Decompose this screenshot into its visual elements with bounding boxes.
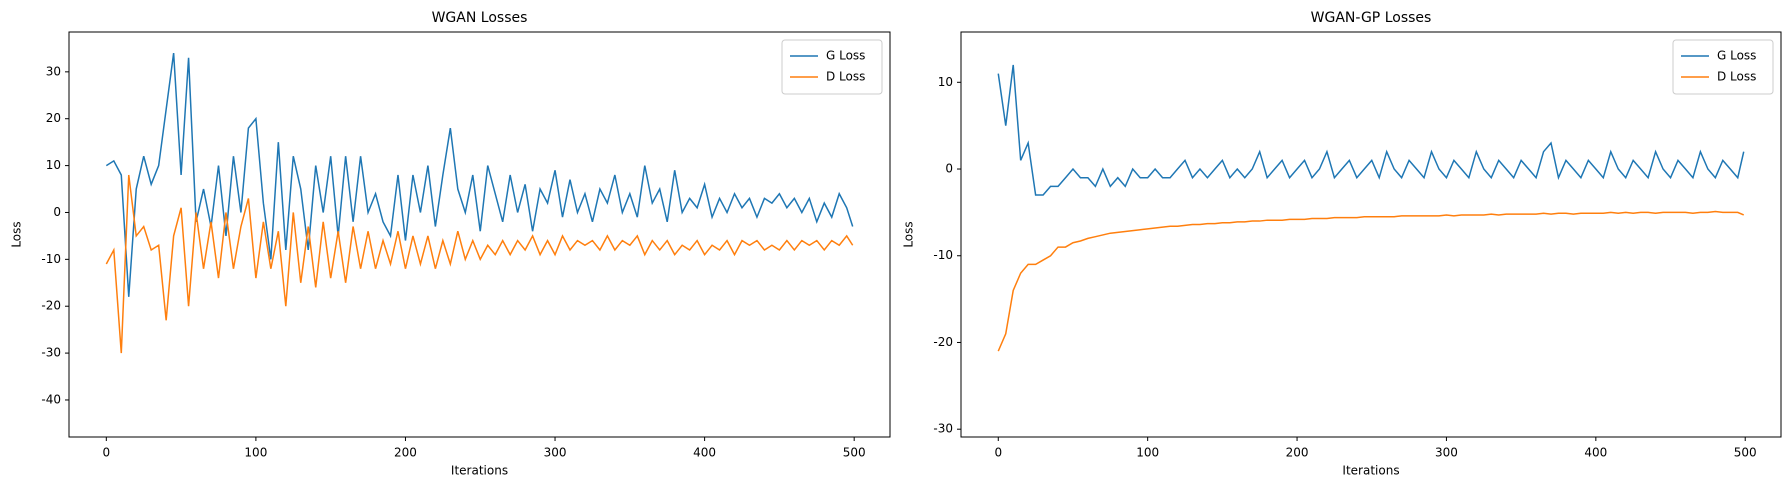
y-tick-label: -20 — [41, 299, 61, 313]
x-axis-label: Iterations — [1342, 464, 1399, 478]
legend-label: G Loss — [826, 49, 865, 63]
y-tick-label: 0 — [945, 162, 953, 176]
y-tick-label: 30 — [46, 64, 61, 78]
loss-line — [105, 174, 854, 354]
y-tick-label: 10 — [938, 75, 953, 89]
y-tick-label: -40 — [41, 392, 61, 406]
y-axis-label: Loss — [902, 221, 916, 247]
x-tick-label: 100 — [1136, 446, 1159, 460]
legend-label: D Loss — [1717, 70, 1756, 84]
x-tick-label: 300 — [544, 446, 567, 460]
plot-frame — [68, 31, 891, 438]
loss-line — [997, 64, 1745, 196]
legend-label: D Loss — [826, 70, 865, 84]
x-tick-label: 0 — [994, 446, 1002, 460]
x-tick-label: 500 — [843, 446, 866, 460]
loss-line — [997, 210, 1745, 352]
y-tick-label: 20 — [46, 111, 61, 125]
y-tick-label: -20 — [933, 335, 953, 349]
x-axis-label: Iterations — [451, 464, 508, 478]
loss-line — [105, 52, 854, 297]
x-tick-label: 400 — [693, 446, 716, 460]
legend-box — [781, 39, 883, 95]
x-tick-label: 100 — [244, 446, 267, 460]
plot-frame — [960, 31, 1782, 438]
y-tick-label: -10 — [933, 248, 953, 262]
x-tick-label: 0 — [102, 446, 110, 460]
y-tick-label: 0 — [53, 205, 61, 219]
y-tick-label: 10 — [46, 158, 61, 172]
legend-label: G Loss — [1717, 49, 1756, 63]
x-tick-label: 200 — [1286, 446, 1309, 460]
x-tick-label: 400 — [1584, 446, 1607, 460]
x-tick-label: 300 — [1435, 446, 1458, 460]
y-tick-label: -10 — [41, 252, 61, 266]
chart-title: WGAN-GP Losses — [1311, 10, 1432, 26]
y-axis-label: Loss — [10, 221, 24, 247]
chart-title: WGAN Losses — [432, 10, 528, 26]
y-tick-label: -30 — [933, 422, 953, 436]
x-tick-label: 500 — [1734, 446, 1757, 460]
y-tick-label: -30 — [41, 346, 61, 360]
x-tick-label: 200 — [394, 446, 417, 460]
legend-box — [1672, 39, 1774, 95]
